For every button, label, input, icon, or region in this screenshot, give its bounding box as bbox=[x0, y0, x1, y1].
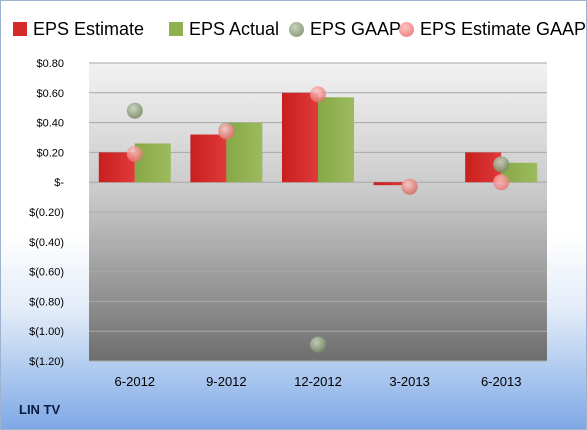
legend-dot-estimate-gaap bbox=[399, 21, 414, 37]
y-tick-label: $(0.40) bbox=[29, 237, 64, 249]
legend-item-eps-actual: EPS Actual bbox=[169, 17, 279, 41]
y-tick-label: $(1.00) bbox=[29, 326, 64, 338]
legend-label-eps-estimate-gaap: EPS Estimate GAAP bbox=[420, 18, 587, 39]
point-eps-estimate-gaap bbox=[126, 145, 143, 162]
point-eps-estimate-gaap bbox=[310, 86, 326, 103]
point-eps-estimate-gaap bbox=[493, 174, 510, 191]
x-tick-label: 3-2013 bbox=[389, 374, 429, 389]
legend-label-eps-gaap: EPS GAAP bbox=[310, 18, 402, 39]
y-tick-label: $0.20 bbox=[36, 147, 64, 159]
legend-item-eps-estimate: EPS Estimate bbox=[13, 17, 144, 41]
point-eps-gaap bbox=[126, 102, 143, 119]
legend-swatch-red bbox=[13, 22, 27, 36]
legend-item-eps-gaap: EPS GAAP bbox=[289, 17, 401, 41]
bar-eps-actual bbox=[318, 97, 354, 183]
point-eps-estimate-gaap bbox=[401, 178, 418, 195]
x-tick-label: 12-2012 bbox=[294, 374, 342, 389]
bar-eps-estimate bbox=[282, 92, 318, 183]
x-tick-label: 6-2013 bbox=[481, 374, 521, 389]
point-eps-gaap bbox=[310, 336, 326, 353]
y-tick-label: $0.80 bbox=[36, 58, 64, 70]
y-tick-label: $(0.80) bbox=[29, 296, 64, 308]
point-eps-estimate-gaap bbox=[218, 123, 235, 140]
bar-eps-estimate bbox=[190, 134, 227, 183]
legend-label-eps-estimate: EPS Estimate bbox=[33, 18, 145, 39]
legend-item-eps-estimate-gaap: EPS Estimate GAAP bbox=[399, 17, 586, 41]
bar-eps-estimate bbox=[373, 182, 410, 186]
x-tick-label: 6-2012 bbox=[115, 374, 155, 389]
y-tick-label: $0.60 bbox=[36, 88, 64, 100]
x-tick-label: 9-2012 bbox=[206, 374, 246, 389]
point-eps-gaap bbox=[493, 156, 510, 173]
legend-swatch-green bbox=[169, 22, 183, 36]
legend-label-eps-actual: EPS Actual bbox=[189, 18, 280, 39]
y-tick-label: $0.40 bbox=[36, 118, 64, 130]
y-tick-label: $(0.60) bbox=[29, 267, 64, 279]
y-tick-label: $(0.20) bbox=[29, 207, 64, 219]
legend-dot-gaap bbox=[289, 21, 304, 37]
company-name: LIN TV bbox=[19, 402, 61, 417]
y-tick-label: $- bbox=[54, 177, 64, 189]
y-tick-label: $(1.20) bbox=[29, 356, 64, 368]
bar-eps-actual bbox=[501, 162, 538, 183]
